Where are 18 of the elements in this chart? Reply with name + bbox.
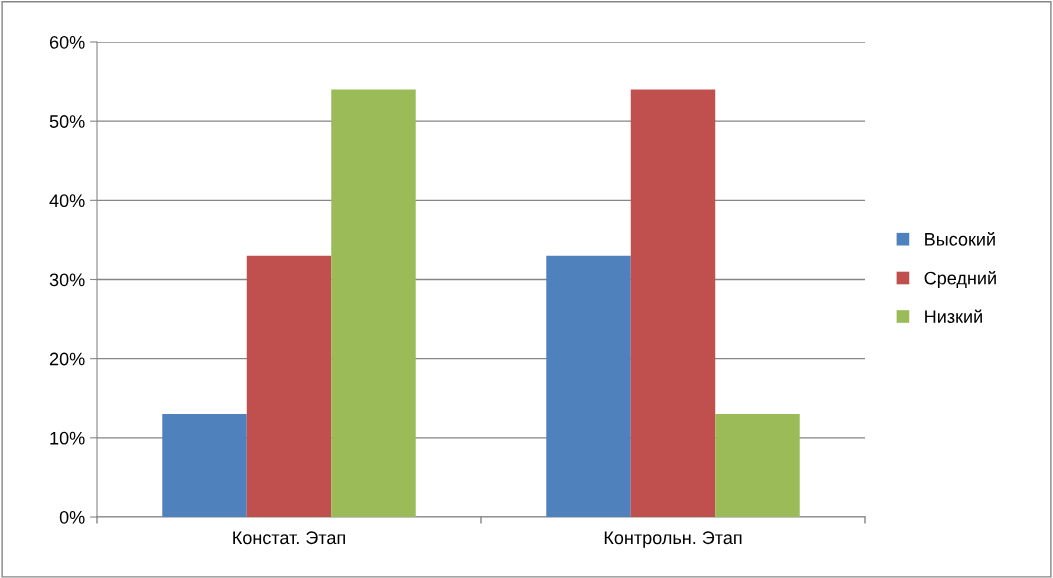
y-tick-label: 0% xyxy=(59,510,85,524)
bar xyxy=(246,255,332,517)
bar xyxy=(715,414,800,517)
y-tick-label: 10% xyxy=(50,431,85,445)
bar xyxy=(331,89,416,517)
x-tick-label: Констат. Этап xyxy=(233,531,345,545)
legend-label: Средний xyxy=(924,270,996,289)
x-tick-label: Контрольн. Этап xyxy=(604,531,742,548)
y-tick-label: 50% xyxy=(49,115,85,128)
bar xyxy=(162,414,247,517)
legend-label: Высокий xyxy=(925,232,995,246)
bar xyxy=(630,89,716,517)
y-tick-label: 20% xyxy=(49,352,85,366)
y-tick-label: 40% xyxy=(49,194,85,208)
bar xyxy=(546,255,631,517)
legend-label: Низкий xyxy=(925,309,982,323)
y-tick-label: 30% xyxy=(49,273,85,287)
y-tick-label: 60% xyxy=(49,35,85,49)
